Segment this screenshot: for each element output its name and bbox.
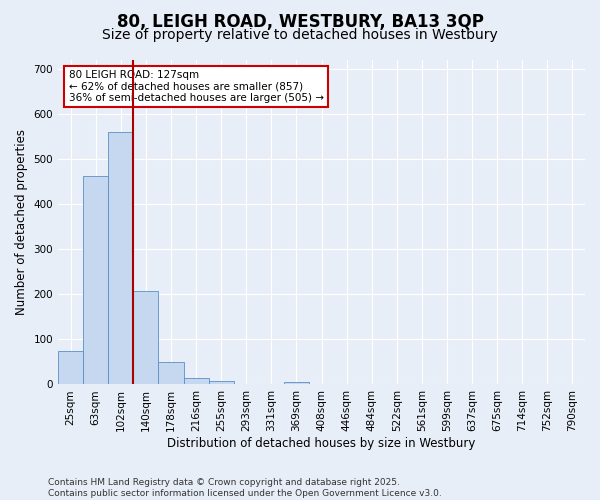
Bar	[108, 132, 133, 384]
Bar	[58, 350, 83, 384]
Text: 80, LEIGH ROAD, WESTBURY, BA13 3QP: 80, LEIGH ROAD, WESTBURY, BA13 3QP	[116, 12, 484, 30]
Bar	[158, 362, 184, 384]
Bar	[284, 382, 309, 384]
Bar	[209, 381, 233, 384]
Y-axis label: Number of detached properties: Number of detached properties	[15, 129, 28, 315]
Bar	[133, 291, 158, 384]
Bar	[184, 378, 209, 384]
Bar	[83, 176, 108, 384]
Text: Contains HM Land Registry data © Crown copyright and database right 2025.
Contai: Contains HM Land Registry data © Crown c…	[48, 478, 442, 498]
Text: 80 LEIGH ROAD: 127sqm
← 62% of detached houses are smaller (857)
36% of semi-det: 80 LEIGH ROAD: 127sqm ← 62% of detached …	[68, 70, 323, 103]
X-axis label: Distribution of detached houses by size in Westbury: Distribution of detached houses by size …	[167, 437, 476, 450]
Text: Size of property relative to detached houses in Westbury: Size of property relative to detached ho…	[102, 28, 498, 42]
